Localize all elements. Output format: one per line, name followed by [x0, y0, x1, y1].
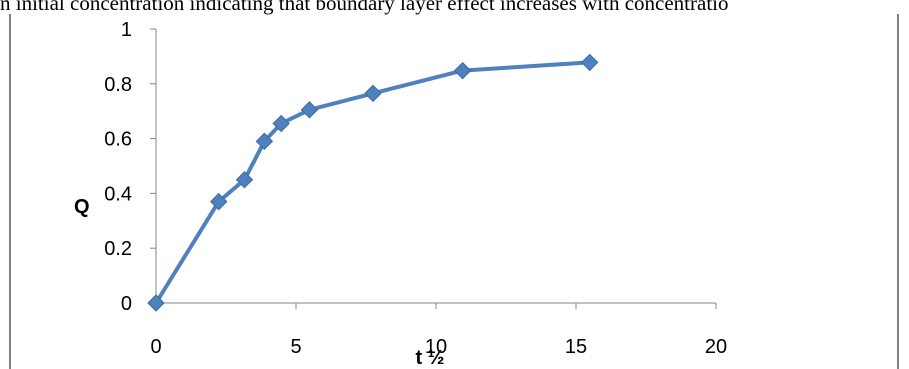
y-tick-label: 1: [121, 19, 132, 41]
y-tick-label: 0.8: [104, 74, 132, 96]
data-point: [581, 53, 599, 72]
x-axis-label: t ½: [416, 347, 445, 369]
x-tick-label: 20: [705, 336, 727, 358]
x-tick-label: 15: [565, 336, 587, 358]
data-point: [364, 84, 382, 103]
y-tick-label: 0.6: [104, 129, 132, 151]
data-point: [272, 114, 290, 133]
data-point: [235, 170, 254, 189]
data-point: [300, 101, 319, 119]
axis-labels: Qt ½: [74, 196, 444, 369]
data-point: [210, 192, 228, 211]
x-tick-label: 0: [150, 336, 161, 358]
x-tick-label: 10: [425, 336, 447, 358]
y-tick-label: 0.2: [104, 238, 132, 260]
y-axis-label: Q: [74, 196, 90, 218]
y-axis: 0 0.2 0.4 0.6 0.8 1: [104, 19, 157, 315]
data-point: [255, 132, 274, 151]
y-tick-label: 0.4: [104, 183, 132, 205]
y-tick-label: 0: [121, 293, 132, 315]
data-point: [147, 294, 165, 312]
x-tick-label: 5: [290, 336, 301, 358]
caption-text: n initial concentration indicating that …: [0, 0, 729, 15]
series-group: [147, 53, 599, 312]
data-point: [453, 61, 472, 80]
